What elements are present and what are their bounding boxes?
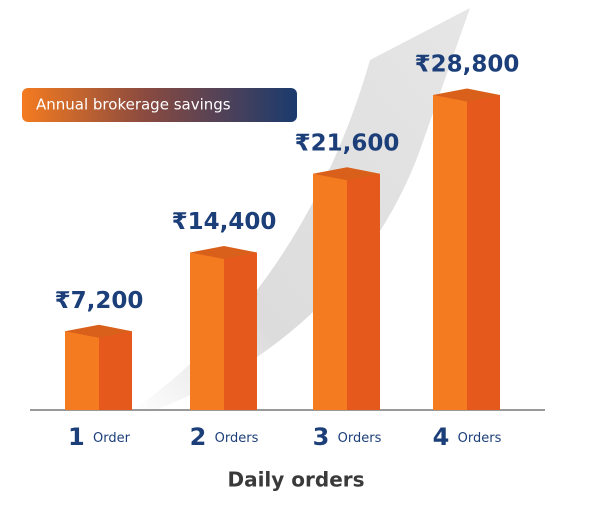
decorative-swoosh [130,8,470,412]
bar-front [433,95,467,410]
bar [190,246,257,410]
x-tick-label: 1 Order [68,423,131,451]
value-label: ₹7,200 [55,288,144,314]
x-tick-label: 2 Orders [190,423,259,451]
bar-front [313,173,347,410]
chart-title: Annual brokerage savings [36,96,231,114]
x-tick-label: 3 Orders [313,423,382,451]
value-label: ₹28,800 [415,52,520,78]
bar-side [467,95,500,410]
value-label: ₹14,400 [172,209,277,235]
bar-top [433,88,500,102]
bar [313,167,380,410]
bar-side [347,173,380,410]
bar-side [99,331,132,410]
bar-top [313,167,380,181]
bar-top [190,246,257,259]
bar-top [65,324,132,338]
bar [433,88,500,410]
title-badge [22,88,297,122]
x-tick-label: 4 Orders [433,423,502,451]
value-label: ₹21,600 [295,130,400,156]
bar-front [190,252,224,410]
bar-front [65,331,99,410]
bar-side [224,252,257,410]
bar [65,324,132,410]
x-axis-label: Daily orders [227,468,364,492]
